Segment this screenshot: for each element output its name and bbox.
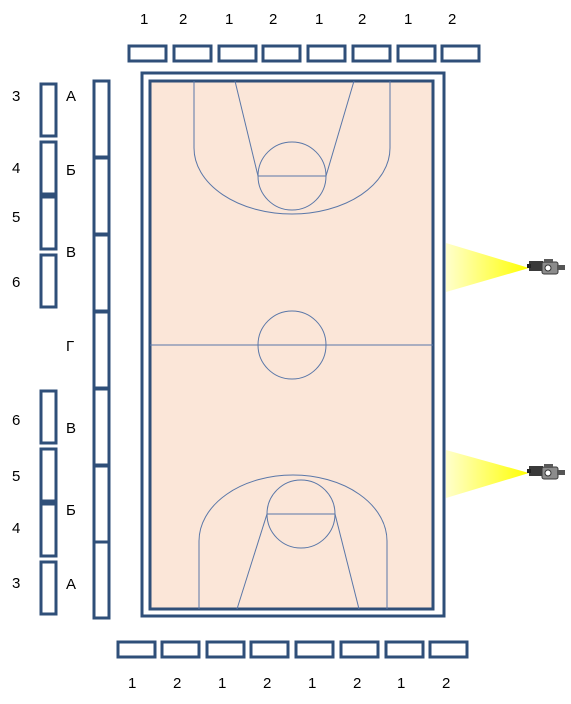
light-beam-upper xyxy=(446,243,529,292)
sector-letter: Б xyxy=(66,502,76,519)
sector-letters: А Б В Г В Б А xyxy=(66,88,76,593)
stand-left-4-bottom xyxy=(39,502,58,558)
left-numbers: 3 4 5 6 6 5 4 3 xyxy=(12,88,20,592)
top-label: 1 xyxy=(315,11,323,28)
stand-top-5 xyxy=(306,44,347,63)
left-inner-stands xyxy=(92,79,111,620)
camera-icon xyxy=(527,259,565,275)
top-stands xyxy=(127,44,481,63)
stand-left-6-bottom xyxy=(39,389,58,445)
light-beam-lower xyxy=(446,450,529,498)
basketball-court xyxy=(140,71,446,618)
stand-bottom-1 xyxy=(116,640,157,659)
bottom-label: 2 xyxy=(173,675,181,692)
top-label: 1 xyxy=(225,11,233,28)
left-number: 3 xyxy=(12,575,20,592)
bottom-label: 1 xyxy=(397,675,405,692)
top-label: 1 xyxy=(140,11,148,28)
key-line-top-left xyxy=(234,80,259,177)
stand-bottom-5 xyxy=(294,640,335,659)
key-line-bottom-left xyxy=(236,513,268,610)
stand-bottom-4 xyxy=(249,640,290,659)
bottom-label: 1 xyxy=(308,675,316,692)
bottom-label: 1 xyxy=(218,675,226,692)
bottom-label: 2 xyxy=(353,675,361,692)
left-outer-stands xyxy=(39,82,58,616)
top-label: 2 xyxy=(269,11,277,28)
stand-top-2 xyxy=(172,44,213,63)
stand-left-5-top xyxy=(39,195,58,251)
stand-bottom-8 xyxy=(428,640,469,659)
left-number: 6 xyxy=(12,412,20,429)
stand-left-5-bottom xyxy=(39,447,58,503)
sector-letter: А xyxy=(66,88,76,105)
three-point-arc-bottom xyxy=(198,474,388,609)
stand-left-4-top xyxy=(39,140,58,196)
stand-bottom-6 xyxy=(339,640,380,659)
left-number: 6 xyxy=(12,274,20,291)
three-point-arc-top xyxy=(193,81,391,215)
sector-a-bottom xyxy=(92,540,111,620)
stand-bottom-2 xyxy=(160,640,201,659)
bottom-label: 2 xyxy=(442,675,450,692)
stand-top-4 xyxy=(261,44,302,63)
stand-bottom-3 xyxy=(205,640,246,659)
sector-b-bottom xyxy=(92,464,111,544)
sector-g xyxy=(92,310,111,390)
stand-left-3-top xyxy=(39,82,58,138)
stand-left-6-top xyxy=(39,253,58,309)
bottom-label: 2 xyxy=(263,675,271,692)
stand-left-3-bottom xyxy=(39,560,58,616)
sector-letter: Г xyxy=(66,338,74,355)
bottom-stands xyxy=(116,640,469,659)
sector-v-bottom xyxy=(92,387,111,467)
left-number: 5 xyxy=(12,468,20,485)
free-throw-circle-top xyxy=(257,141,327,211)
key-line-top-right xyxy=(325,80,355,177)
sector-letter: Б xyxy=(66,162,76,179)
stand-top-8 xyxy=(440,44,481,63)
bottom-stand-labels: 1 2 1 2 1 2 1 2 xyxy=(128,675,450,692)
top-stand-labels: 1 2 1 2 1 2 1 2 xyxy=(140,11,456,28)
stand-top-3 xyxy=(217,44,258,63)
top-label: 2 xyxy=(179,11,187,28)
sector-b-top xyxy=(92,156,111,236)
sector-letter: В xyxy=(66,420,76,437)
sector-a-top xyxy=(92,79,111,159)
free-throw-circle-bottom xyxy=(266,479,336,549)
camera-icon xyxy=(527,464,565,480)
stand-bottom-7 xyxy=(384,640,425,659)
sector-letter: А xyxy=(66,576,76,593)
court-markings xyxy=(150,80,433,610)
left-number: 4 xyxy=(12,520,20,537)
center-circle xyxy=(257,310,327,380)
sector-letter: В xyxy=(66,244,76,261)
bottom-label: 1 xyxy=(128,675,136,692)
stand-top-7 xyxy=(396,44,437,63)
left-number: 4 xyxy=(12,160,20,177)
stand-top-6 xyxy=(351,44,392,63)
stand-top-1 xyxy=(127,44,168,63)
left-number: 3 xyxy=(12,88,20,105)
sector-v-top xyxy=(92,233,111,313)
top-label: 1 xyxy=(404,11,412,28)
top-label: 2 xyxy=(448,11,456,28)
left-number: 5 xyxy=(12,209,20,226)
camera-beams xyxy=(446,243,529,498)
key-line-bottom-right xyxy=(334,513,360,610)
top-label: 2 xyxy=(358,11,366,28)
